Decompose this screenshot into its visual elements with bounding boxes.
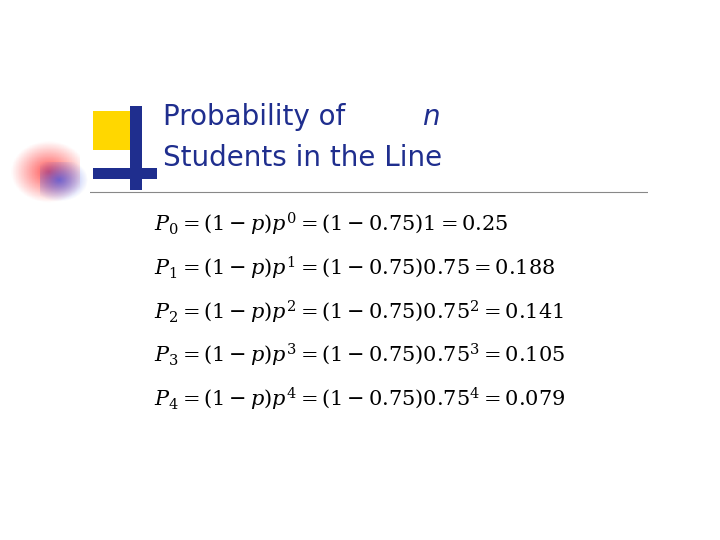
Text: $P_0 = \left(1 - p\right)p^{0} = \left(1 - 0.75\right)1 = 0.25$: $P_0 = \left(1 - p\right)p^{0} = \left(1… [154, 211, 508, 239]
Bar [93, 111, 132, 150]
Text: Students in the Line: Students in the Line [163, 144, 441, 172]
Text: Probability of: Probability of [163, 103, 354, 131]
Text: $P_4 = \left(1 - p\right)p^{4} = \left(1 - 0.75\right)0.75^{4} = 0.079$: $P_4 = \left(1 - p\right)p^{4} = \left(1… [154, 386, 565, 413]
Bar [130, 106, 143, 190]
Text: $P_1 = \left(1 - p\right)p^{1} = \left(1 - 0.75\right)0.75 = 0.188$: $P_1 = \left(1 - p\right)p^{1} = \left(1… [154, 255, 555, 282]
Text: $P_2 = \left(1 - p\right)p^{2} = \left(1 - 0.75\right)0.75^{2} = 0.141$: $P_2 = \left(1 - p\right)p^{2} = \left(1… [154, 299, 564, 326]
Text: n: n [422, 103, 440, 131]
Text: $P_3 = \left(1 - p\right)p^{3} = \left(1 - 0.75\right)0.75^{3} = 0.105$: $P_3 = \left(1 - p\right)p^{3} = \left(1… [154, 342, 565, 369]
Bar [93, 167, 157, 179]
